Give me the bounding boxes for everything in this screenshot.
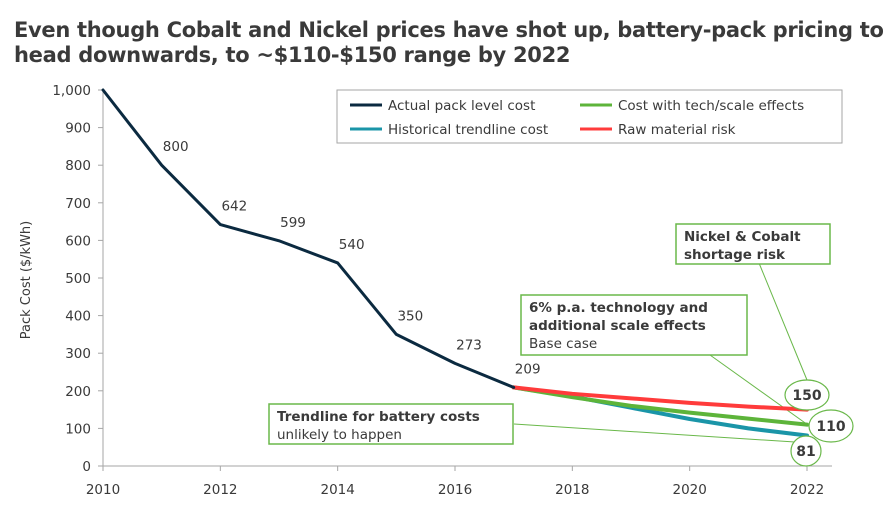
y-tick-label: 900 [65, 121, 91, 137]
chart-title: Even though Cobalt and Nickel prices hav… [14, 18, 884, 67]
y-tick-label: 500 [65, 271, 91, 287]
annotation-title-trendline: Trendline for battery costs [277, 409, 480, 425]
annotation-leader-line-raw [758, 262, 808, 381]
annotation-subtitle-tech: Base case [529, 336, 597, 352]
legend-label-raw: Raw material risk [618, 122, 736, 138]
end-value-bubble-trendline [790, 435, 822, 467]
legend-box [336, 89, 843, 144]
annotation-subtitle-trendline: unlikely to happen [277, 427, 402, 443]
data-label: 800 [163, 139, 189, 155]
y-tick-label: 400 [65, 309, 91, 325]
y-tick-label: 700 [65, 196, 91, 212]
legend-label-trendline: Historical trendline cost [388, 122, 548, 138]
annotation-box-tech [520, 294, 748, 356]
annotation-leader-line-trendline [513, 423, 796, 443]
data-label: 209 [515, 361, 541, 377]
data-label: 273 [456, 337, 482, 353]
y-axis-title: Pack Cost ($/kWh) [19, 221, 34, 339]
x-tick-label: 2010 [86, 482, 120, 498]
annotation-box-raw [675, 223, 831, 265]
end-value-bubble-tech [808, 409, 854, 443]
annotation-box-trendline [268, 403, 514, 445]
x-tick-label: 2022 [790, 482, 824, 498]
annotation-title-tech: 6% p.a. technology and [529, 300, 708, 316]
data-label: 350 [397, 308, 423, 324]
end-value-label-raw: 150 [792, 388, 821, 404]
y-tick-label: 0 [82, 459, 91, 475]
y-tick-label: 200 [65, 384, 91, 400]
annotation-title-tech: additional scale effects [529, 318, 706, 334]
x-tick-label: 2012 [203, 482, 237, 498]
end-value-label-trendline: 81 [796, 444, 815, 460]
series-line-tech [511, 385, 809, 427]
y-tick-label: 300 [65, 346, 91, 362]
data-label: 599 [280, 215, 306, 231]
end-value-bubble-raw [784, 379, 830, 411]
y-tick-label: 100 [65, 421, 91, 437]
x-tick-label: 2016 [438, 482, 472, 498]
data-label: 540 [339, 237, 365, 253]
data-label: 642 [221, 199, 247, 215]
x-tick-label: 2018 [555, 482, 589, 498]
series-line-actual [101, 88, 516, 389]
annotation-title-raw: Nickel & Cobalt [684, 229, 801, 245]
end-value-label-tech: 110 [816, 419, 845, 435]
x-tick-label: 2020 [672, 482, 706, 498]
annotation-leader-line-tech [709, 354, 809, 426]
annotation-title-raw: shortage risk [684, 247, 786, 263]
series-line-raw [511, 385, 809, 412]
x-tick-label: 2014 [320, 482, 354, 498]
y-tick-label: 1,000 [52, 83, 91, 99]
legend-label-actual: Actual pack level cost [388, 98, 535, 114]
y-tick-label: 600 [65, 233, 91, 249]
y-tick-label: 800 [65, 158, 91, 174]
legend-label-tech: Cost with tech/scale effects [618, 98, 804, 114]
